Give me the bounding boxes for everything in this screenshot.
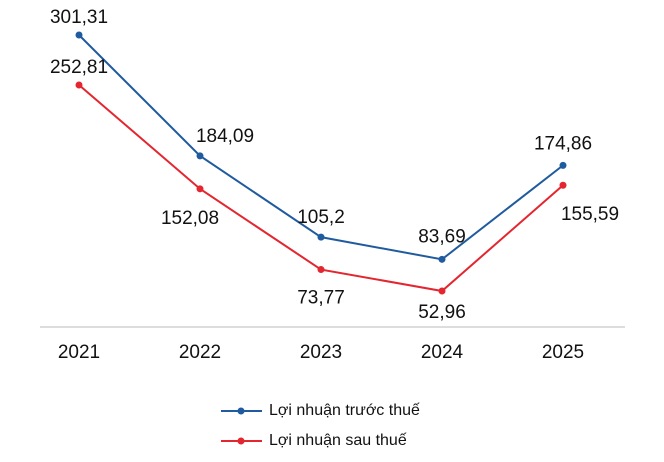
point — [196, 152, 204, 160]
point — [75, 81, 83, 89]
point — [317, 266, 325, 274]
legend-label: Lợi nhuận sau thuế — [269, 432, 407, 449]
data-label: 152,08 — [161, 208, 219, 229]
legend-marker — [237, 437, 245, 445]
x-tick-label: 2024 — [421, 342, 464, 363]
legend-label: Lợi nhuận trước thuế — [269, 402, 420, 419]
data-label: 184,09 — [196, 126, 254, 147]
data-label: 105,2 — [297, 207, 345, 228]
point — [559, 161, 567, 169]
data-label: 252,81 — [50, 57, 108, 78]
series-line — [78, 84, 564, 293]
point — [317, 233, 325, 241]
data-label: 83,69 — [418, 226, 466, 247]
data-label: 174,86 — [534, 133, 592, 154]
point — [75, 31, 83, 39]
point — [559, 181, 567, 189]
point — [196, 185, 204, 193]
point — [438, 287, 446, 295]
data-label: 301,31 — [50, 7, 108, 28]
x-tick-label: 2021 — [58, 342, 100, 363]
data-label: 73,77 — [297, 288, 345, 309]
legend-marker — [237, 407, 245, 415]
data-label: 52,96 — [418, 302, 466, 323]
x-tick-label: 2023 — [300, 342, 342, 363]
data-label: 155,59 — [561, 204, 619, 225]
x-tick-label: 2025 — [542, 342, 584, 363]
x-tick-label: 2022 — [179, 342, 221, 363]
point — [438, 255, 446, 263]
